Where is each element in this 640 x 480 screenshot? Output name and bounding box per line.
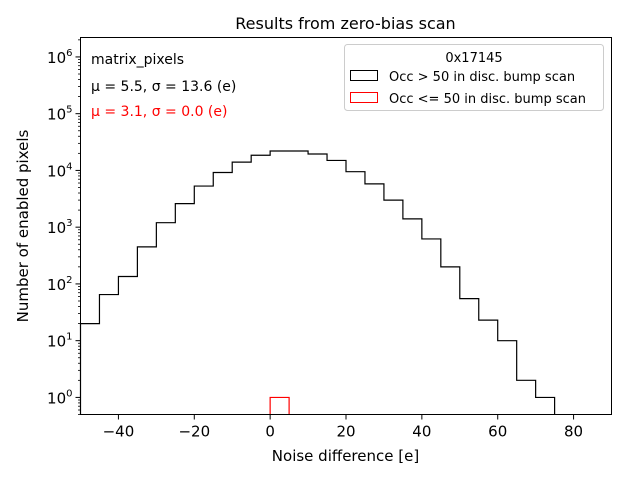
legend-label-black: Occ > 50 in disc. bump scan — [389, 70, 575, 85]
x-tick-label: 0 — [265, 423, 275, 441]
legend-frame — [344, 44, 604, 111]
x-tick-label: 80 — [564, 423, 583, 441]
x-tick-label: 20 — [336, 423, 355, 441]
histogram-series-0 — [79, 150, 556, 415]
legend-swatch-red — [350, 92, 378, 103]
y-axis: 100 101 102 103 104 105 106 — [47, 39, 81, 415]
legend-label-red: Occ <= 50 in disc. bump scan — [389, 92, 586, 107]
chart-title: Results from zero-bias scan — [235, 14, 455, 33]
annotation-stats-black: μ = 5.5, σ = 13.6 (e) — [91, 79, 236, 95]
legend-swatch-black — [350, 70, 378, 81]
annotation-matrix-pixels: matrix_pixels — [91, 52, 184, 68]
y-tick-label: 103 — [47, 218, 72, 237]
histogram-series-1 — [269, 396, 290, 415]
x-tick-label: 40 — [412, 423, 431, 441]
plot-area — [79, 150, 556, 415]
x-tick-label: −40 — [103, 423, 135, 441]
x-axis: −40 −20 0 20 40 60 80 — [103, 414, 583, 441]
y-tick-label: 102 — [47, 275, 72, 294]
annotation-stats-red: μ = 3.1, σ = 0.0 (e) — [91, 104, 227, 120]
x-tick-label: −20 — [178, 423, 210, 441]
y-tick-label: 106 — [47, 48, 72, 67]
legend-title: 0x17145 — [445, 51, 502, 66]
legend: 0x17145 Occ > 50 in disc. bump scan Occ … — [344, 44, 604, 111]
y-tick-label: 104 — [47, 161, 72, 180]
x-axis-label: Noise difference [e] — [272, 447, 419, 465]
y-axis-label: Number of enabled pixels — [14, 129, 32, 322]
y-tick-label: 105 — [47, 105, 72, 124]
y-tick-label: 100 — [47, 388, 72, 407]
x-tick-label: 60 — [488, 423, 507, 441]
y-tick-label: 101 — [47, 332, 72, 351]
